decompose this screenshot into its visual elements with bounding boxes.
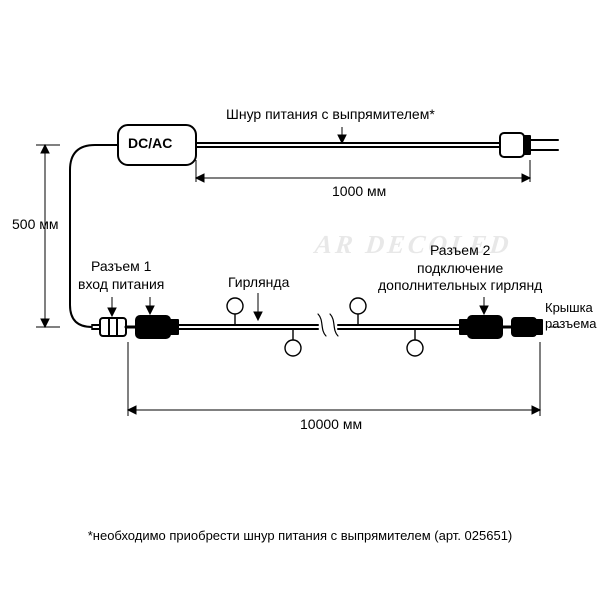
connector1-label: Разъем 1 вход питания bbox=[78, 258, 164, 293]
dim-10000: 10000 мм bbox=[300, 416, 362, 432]
connector2-line3: дополнительных гирлянд bbox=[378, 277, 542, 293]
cap-line1: Крышка bbox=[545, 300, 593, 315]
cap-line2: разъема bbox=[545, 316, 597, 331]
cap-label: Крышка разъема bbox=[545, 300, 600, 333]
connector2-line1: Разъем 2 bbox=[430, 242, 490, 258]
power-cord-label: Шнур питания с выпрямителем* bbox=[226, 106, 435, 124]
connector2-line2: подключение bbox=[417, 260, 503, 276]
connector1-line2: вход питания bbox=[78, 276, 164, 292]
dim-500: 500 мм bbox=[12, 216, 59, 232]
connector2-label: Разъем 2 подключение дополнительных гирл… bbox=[378, 242, 542, 295]
connector1-line1: Разъем 1 bbox=[91, 258, 151, 274]
wiring-diagram bbox=[0, 0, 600, 600]
footnote: *необходимо приобрести шнур питания с вы… bbox=[60, 528, 540, 543]
garland-label: Гирлянда bbox=[228, 274, 289, 292]
dim-1000: 1000 мм bbox=[332, 183, 386, 199]
dcac-label: DC/AC bbox=[128, 135, 172, 153]
